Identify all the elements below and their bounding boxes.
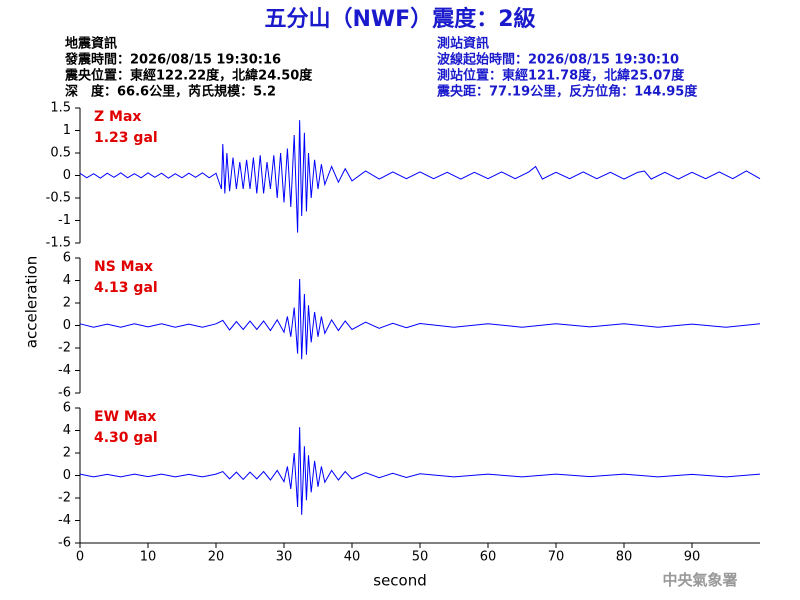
- y-tick-label: 0: [63, 168, 71, 183]
- y-tick-label: -6: [58, 386, 71, 401]
- y-tick-label: -1.5: [46, 236, 71, 251]
- annotation: 4.30 gal: [94, 430, 158, 446]
- x-axis-label: second: [373, 572, 427, 590]
- x-tick-label: 90: [684, 550, 701, 565]
- title: 五分山（NWF）震度：2級: [264, 6, 535, 32]
- y-tick-label: 0.5: [50, 146, 71, 161]
- info-line: 震央距：77.19公里，反方位角：144.95度: [436, 84, 698, 100]
- x-tick-label: 70: [548, 550, 565, 565]
- footer: 中央氣象署: [662, 571, 737, 589]
- y-tick-label: -1: [58, 213, 71, 228]
- y-tick-label: 6: [63, 251, 71, 266]
- x-tick-label: 50: [412, 550, 429, 565]
- info-line: 震央位置：東經122.22度，北緯24.50度: [64, 68, 313, 84]
- waveform: [79, 120, 761, 233]
- info-line: 深 度：66.6公里，芮氏規模：5.2: [65, 84, 276, 100]
- y-axis-label: acceleration: [23, 256, 41, 348]
- info-line: 地震資訊: [65, 36, 117, 52]
- waveform: [79, 427, 761, 515]
- y-tick-label: 1: [63, 123, 71, 138]
- y-tick-label: 1.5: [50, 101, 71, 116]
- info-line: 測站資訊: [437, 36, 489, 52]
- y-tick-label: -2: [58, 491, 71, 506]
- info-right: 測站資訊 波線起始時間：2026/08/15 19:30:10 測站位置：東經1…: [436, 36, 698, 100]
- x-tick-label: 10: [140, 550, 157, 565]
- info-line: 測站位置：東經121.78度，北緯25.07度: [437, 68, 685, 84]
- y-tick-label: -2: [58, 341, 71, 356]
- x-tick-label: 20: [208, 550, 225, 565]
- y-tick-label: 6: [63, 401, 71, 416]
- info-line: 發震時間：2026/08/15 19:30:16: [64, 52, 281, 68]
- y-tick-label: 4: [63, 423, 71, 438]
- x-tick-label: 40: [344, 550, 361, 565]
- y-tick-label: -0.5: [46, 191, 71, 206]
- y-tick-label: 4: [63, 273, 71, 288]
- annotation: EW Max: [94, 409, 156, 425]
- y-tick-label: 2: [63, 296, 71, 311]
- y-tick-label: 0: [63, 318, 71, 333]
- info-line: 波線起始時間：2026/08/15 19:30:10: [437, 52, 679, 68]
- y-tick-label: -4: [58, 363, 71, 378]
- y-tick-label: 0: [63, 468, 71, 483]
- annotation: NS Max: [94, 259, 153, 275]
- info-left: 地震資訊 發震時間：2026/08/15 19:30:16 震央位置：東經122…: [64, 36, 313, 100]
- waveform: [79, 279, 761, 360]
- x-tick-label: 30: [276, 550, 293, 565]
- annotation: 1.23 gal: [94, 130, 158, 146]
- x-tick-label: 0: [76, 550, 84, 565]
- x-tick-label: 80: [616, 550, 633, 565]
- x-tick-label: 60: [480, 550, 497, 565]
- annotation: Z Max: [94, 109, 141, 125]
- y-tick-label: -4: [58, 513, 71, 528]
- y-tick-label: -6: [58, 536, 71, 551]
- y-tick-label: 2: [63, 446, 71, 461]
- annotation: 4.13 gal: [94, 280, 158, 296]
